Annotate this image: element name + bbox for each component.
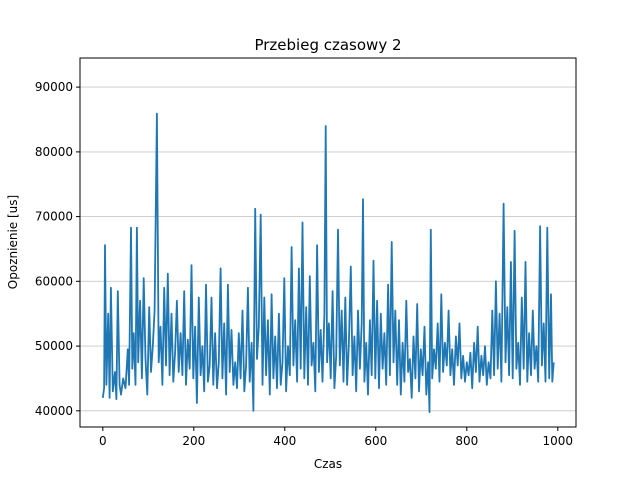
x-tick-label: 200 bbox=[182, 434, 205, 448]
x-tick-label: 400 bbox=[273, 434, 296, 448]
x-axis-ticks: 0 200 400 600 800 1000 bbox=[99, 427, 573, 448]
y-tick-label: 60000 bbox=[35, 274, 73, 288]
x-tick-label: 600 bbox=[364, 434, 387, 448]
series-line bbox=[101, 112, 555, 414]
y-tick-label: 80000 bbox=[35, 145, 73, 159]
y-axis-label: Opoznienie [us] bbox=[6, 195, 20, 289]
chart-title: Przebieg czasowy 2 bbox=[254, 36, 401, 54]
x-tick-label: 1000 bbox=[543, 434, 574, 448]
x-tick-label: 0 bbox=[99, 434, 107, 448]
y-tick-label: 70000 bbox=[35, 210, 73, 224]
y-tick-label: 40000 bbox=[35, 404, 73, 418]
series-layer bbox=[101, 112, 555, 414]
y-axis-ticks: 40000 50000 60000 70000 80000 90000 bbox=[35, 80, 80, 418]
x-tick-label: 800 bbox=[455, 434, 478, 448]
x-axis-label: Czas bbox=[314, 457, 342, 471]
y-tick-label: 90000 bbox=[35, 80, 73, 94]
y-tick-label: 50000 bbox=[35, 339, 73, 353]
plot-frame bbox=[79, 57, 577, 428]
grid-lines bbox=[80, 86, 576, 412]
